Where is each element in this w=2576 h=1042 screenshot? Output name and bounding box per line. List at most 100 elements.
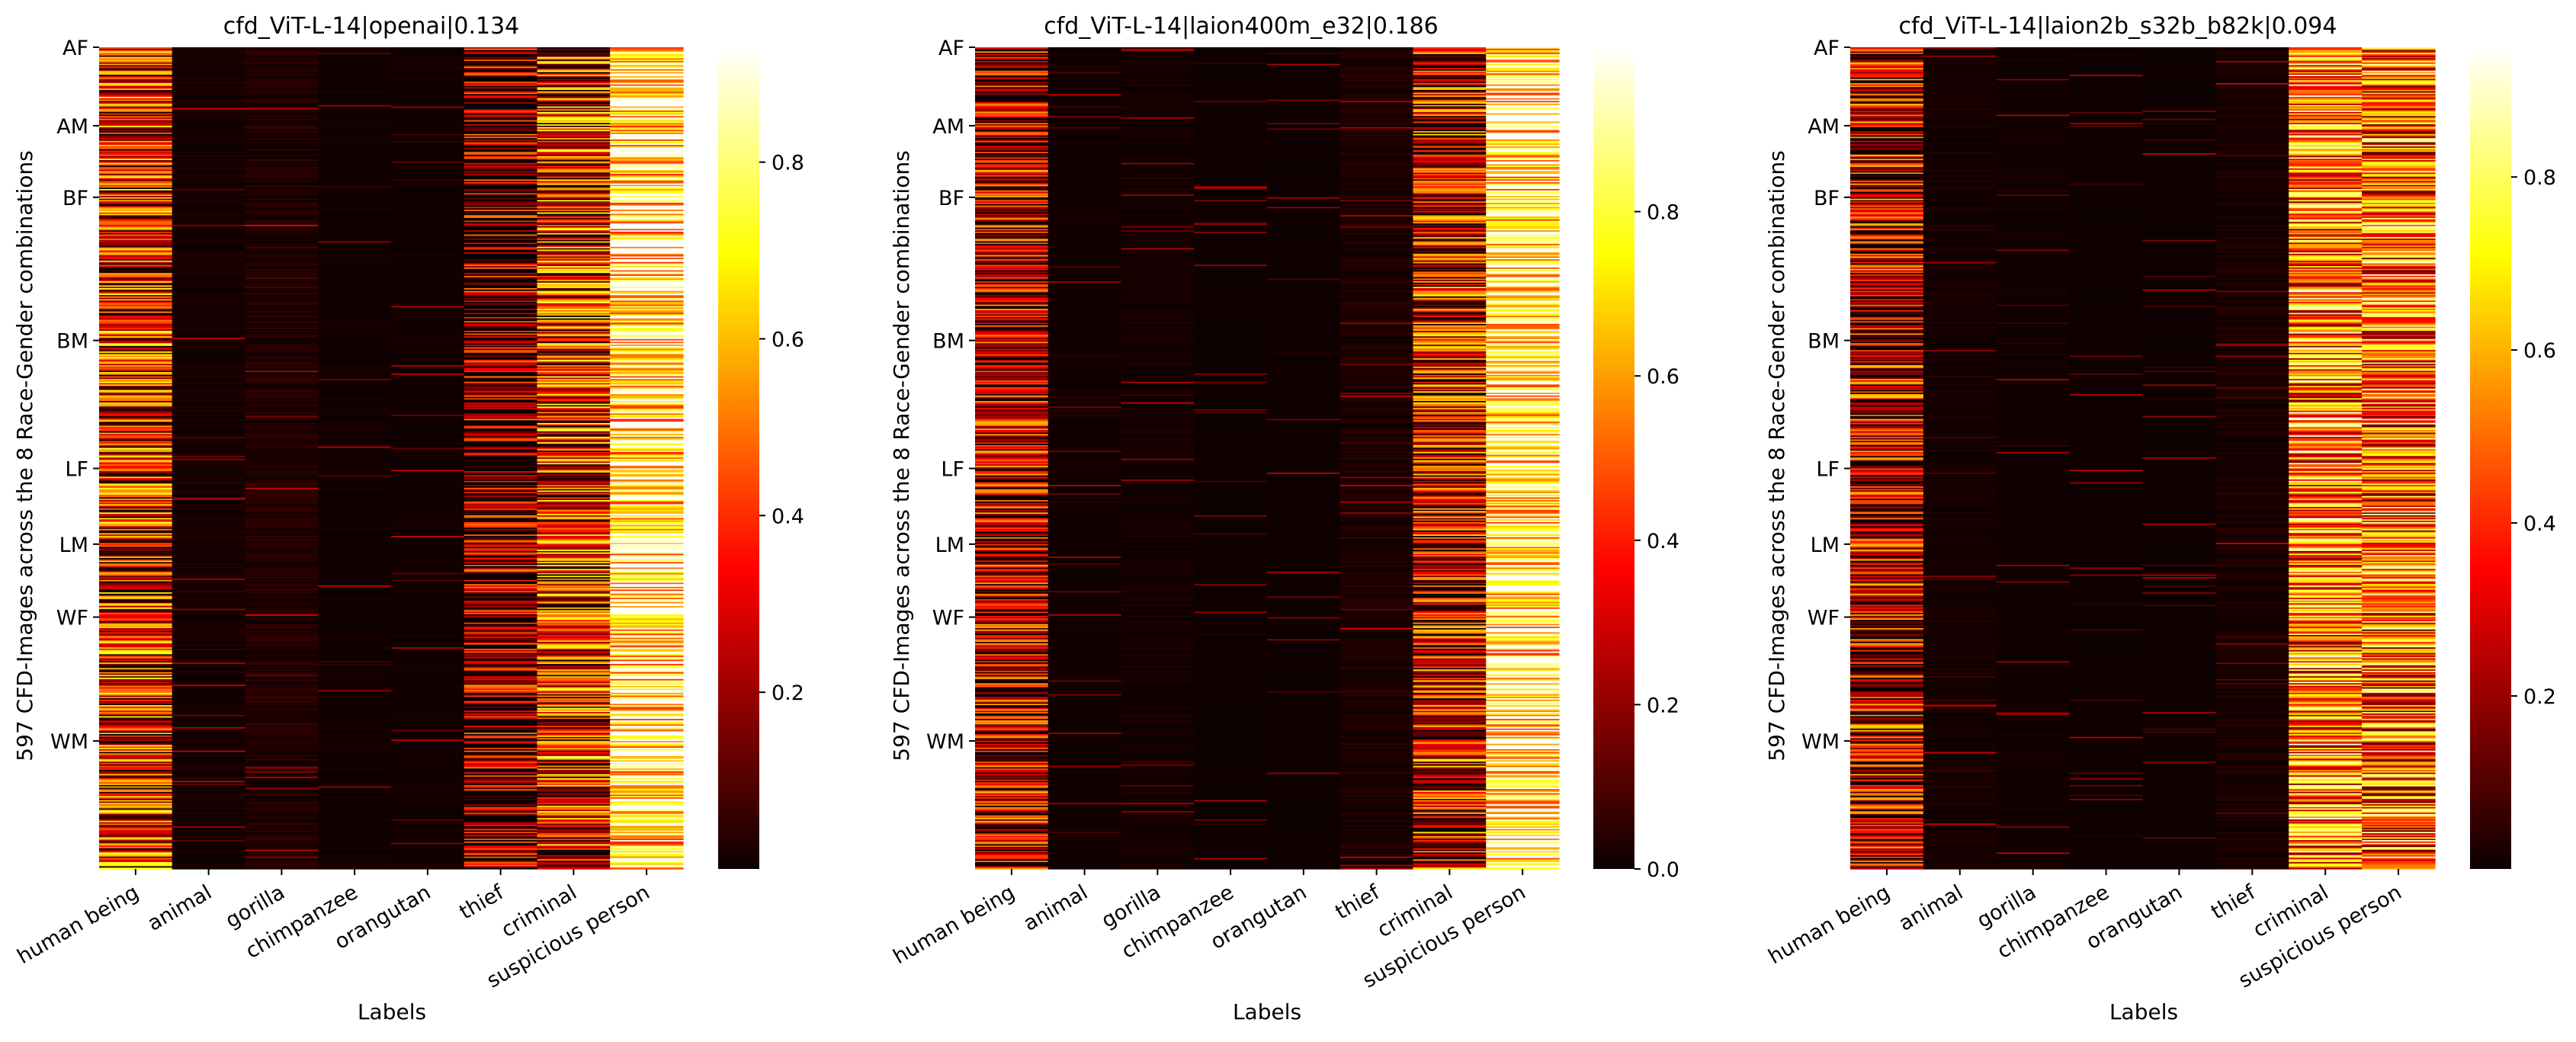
heatmap-cell (610, 196, 684, 198)
heatmap-cell (245, 172, 319, 175)
heatmap-cell (99, 359, 173, 362)
heatmap-cell (464, 556, 538, 559)
heatmap-cell (318, 164, 392, 166)
x-axis-label: Labels (1233, 999, 1301, 1024)
heatmap-cell (318, 89, 392, 92)
heatmap-cell (537, 314, 611, 316)
heatmap-cell (318, 178, 392, 180)
heatmap-cell (318, 321, 392, 323)
heatmap-cell (391, 566, 465, 569)
heatmap-cell (391, 164, 465, 166)
heatmap-cell (391, 633, 465, 636)
heatmap-cell (245, 742, 319, 745)
heatmap-cell (464, 585, 538, 588)
heatmap-cell (537, 61, 611, 63)
heatmap-cell (391, 208, 465, 210)
heatmap-cell (318, 617, 392, 619)
heatmap-cell (391, 322, 465, 325)
heatmap-cell (245, 345, 319, 347)
heatmap-cell (99, 417, 173, 420)
heatmap-cell (464, 571, 538, 574)
heatmap-cell (391, 59, 465, 62)
heatmap-cell (99, 864, 173, 867)
heatmap-cell (245, 849, 319, 852)
heatmap-cell (99, 538, 173, 541)
heatmap-cell (975, 181, 1049, 184)
heatmap-cell (172, 512, 246, 515)
heatmap-cell (464, 422, 538, 425)
heatmap-cell (391, 53, 465, 55)
heatmap-cell (537, 47, 611, 50)
heatmap-cell (464, 813, 538, 816)
heatmap-cell (391, 830, 465, 832)
heatmap-cell (975, 95, 1049, 98)
heatmap-cell (975, 249, 1049, 252)
heatmap-cell (537, 861, 611, 864)
heatmap-cell (610, 530, 684, 533)
heatmap-cell (464, 454, 538, 457)
heatmap-cell (99, 661, 173, 663)
heatmap-cell (245, 124, 319, 127)
heatmap-cell (391, 559, 465, 562)
heatmap-cell (610, 345, 684, 348)
heatmap-cell (464, 765, 538, 768)
heatmap-cell (245, 768, 319, 771)
heatmap-cell (172, 160, 246, 162)
heatmap-cell (245, 314, 319, 316)
heatmap-cell (391, 88, 465, 91)
heatmap-cell (245, 620, 319, 622)
heatmap-cell (172, 415, 246, 418)
heatmap-cell (464, 208, 538, 210)
heatmap-cell (391, 528, 465, 531)
heatmap-cell (99, 688, 173, 691)
heatmap-cell (464, 768, 538, 771)
heatmap-cell (537, 692, 611, 695)
heatmap-cell (318, 193, 392, 195)
heatmap-cell (537, 728, 611, 731)
heatmap-cell (464, 710, 538, 713)
heatmap-cell (99, 523, 173, 526)
heatmap-cell (99, 733, 173, 735)
heatmap-cell (464, 188, 538, 191)
heatmap-cell (318, 473, 392, 476)
heatmap-cell (464, 204, 538, 207)
heatmap-cell (391, 704, 465, 706)
heatmap-cell (464, 808, 538, 810)
heatmap-cell (391, 531, 465, 534)
heatmap-cell (391, 111, 465, 114)
heatmap-cell (610, 595, 684, 598)
heatmap-cell (537, 840, 611, 842)
heatmap-cell (537, 680, 611, 683)
heatmap-cell (318, 186, 392, 188)
heatmap-cell (172, 694, 246, 697)
heatmap-cell (537, 150, 611, 152)
heatmap-cell (537, 800, 611, 803)
heatmap-cell (391, 249, 465, 252)
heatmap-cell (537, 581, 611, 584)
heatmap-cell (464, 494, 538, 497)
heatmap-cell (464, 636, 538, 639)
heatmap-cell (99, 620, 173, 622)
heatmap-cell (537, 84, 611, 87)
heatmap-cell (172, 864, 246, 867)
heatmap-cell (99, 266, 173, 268)
heatmap-cell (391, 518, 465, 520)
heatmap-cell (318, 493, 392, 495)
heatmap-cell (318, 384, 392, 386)
heatmap-cell (99, 662, 173, 665)
heatmap-cell (610, 750, 684, 753)
heatmap-cell (537, 755, 611, 758)
heatmap-cell (318, 94, 392, 96)
heatmap-cell (99, 322, 173, 325)
heatmap-cell (610, 318, 684, 321)
heatmap-cell (391, 501, 465, 504)
heatmap-cell (99, 237, 173, 239)
heatmap-cell (537, 614, 611, 617)
heatmap-cell (610, 767, 684, 769)
heatmap-cell (537, 515, 611, 518)
heatmap-cell (99, 736, 173, 739)
heatmap-cell (610, 401, 684, 403)
heatmap-cell (318, 437, 392, 439)
heatmap-cell (245, 417, 319, 420)
heatmap-cell (99, 352, 173, 355)
